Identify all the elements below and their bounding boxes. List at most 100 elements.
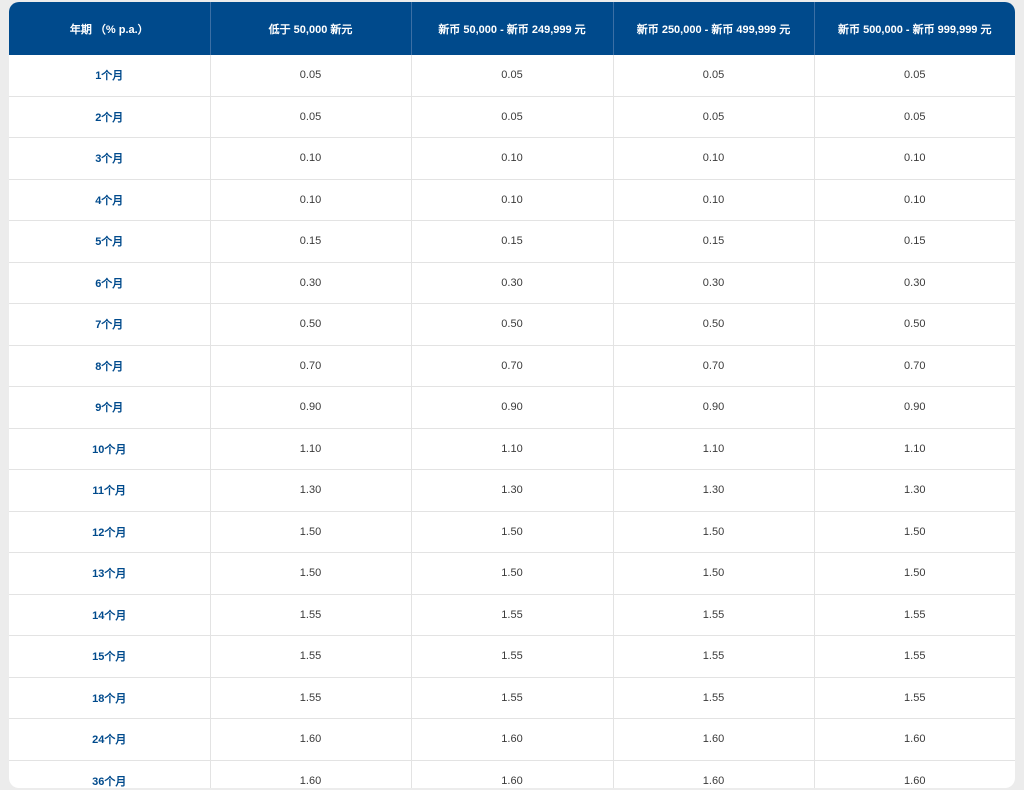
term-cell: 2个月 <box>9 95 210 138</box>
table-header: 年期 （% p.a.） 低于 50,000 新元 新币 50,000 - 新币 … <box>9 2 1015 55</box>
rate-cell: 0.15 <box>813 220 1015 262</box>
rate-cell: 1.10 <box>612 427 814 470</box>
table-row: 4个月 0.10 0.10 0.10 0.10 <box>9 178 1015 221</box>
rate-cell: 1.10 <box>209 427 411 470</box>
rate-cell: 0.15 <box>612 220 814 262</box>
table-row: 3个月 0.10 0.10 0.10 0.10 <box>9 137 1015 179</box>
term-cell: 5个月 <box>9 220 210 262</box>
rate-cell: 1.60 <box>410 759 613 788</box>
rate-cell: 1.55 <box>612 676 814 719</box>
rate-cell: 1.60 <box>612 718 814 760</box>
rate-cell: 1.55 <box>612 635 814 677</box>
rate-cell: 0.10 <box>813 178 1015 221</box>
rate-cell: 1.55 <box>209 676 411 719</box>
rate-cell: 0.90 <box>612 386 814 428</box>
rate-cell: 0.30 <box>410 261 613 304</box>
term-cell: 7个月 <box>9 303 210 345</box>
term-cell: 13个月 <box>9 552 210 594</box>
interest-rate-table: 年期 （% p.a.） 低于 50,000 新元 新币 50,000 - 新币 … <box>9 2 1015 788</box>
rate-cell: 1.50 <box>612 510 814 553</box>
term-cell: 3个月 <box>9 137 210 179</box>
header-tier-250k-499k: 新币 250,000 - 新币 499,999 元 <box>612 2 814 55</box>
rate-cell: 1.60 <box>612 759 814 788</box>
table-row: 15个月 1.55 1.55 1.55 1.55 <box>9 635 1015 677</box>
rate-cell: 0.50 <box>410 303 613 345</box>
term-cell: 36个月 <box>9 759 210 788</box>
rate-cell: 0.05 <box>813 95 1015 138</box>
rate-cell: 1.55 <box>410 676 613 719</box>
rate-cell: 0.05 <box>209 55 411 96</box>
rate-cell: 1.55 <box>410 593 613 636</box>
rate-cell: 0.30 <box>209 261 411 304</box>
rate-cell: 1.55 <box>813 635 1015 677</box>
rate-cell: 0.05 <box>612 55 814 96</box>
rate-cell: 1.60 <box>410 718 613 760</box>
term-cell: 10个月 <box>9 427 210 470</box>
rate-cell: 0.10 <box>410 178 613 221</box>
rate-cell: 1.60 <box>209 718 411 760</box>
rate-cell: 1.50 <box>612 552 814 594</box>
table-row: 11个月 1.30 1.30 1.30 1.30 <box>9 469 1015 511</box>
rate-cell: 0.10 <box>209 137 411 179</box>
rate-cell: 1.60 <box>209 759 411 788</box>
rate-cell: 1.55 <box>209 593 411 636</box>
term-cell: 8个月 <box>9 344 210 387</box>
rate-cell: 0.70 <box>410 344 613 387</box>
rate-cell: 1.10 <box>410 427 613 470</box>
rate-cell: 0.30 <box>813 261 1015 304</box>
table-row: 5个月 0.15 0.15 0.15 0.15 <box>9 220 1015 262</box>
rate-cell: 1.55 <box>209 635 411 677</box>
rate-cell: 0.50 <box>209 303 411 345</box>
header-tier-50k-249k: 新币 50,000 - 新币 249,999 元 <box>410 2 613 55</box>
rate-cell: 1.55 <box>612 593 814 636</box>
header-tier-500k-999k: 新币 500,000 - 新币 999,999 元 <box>813 2 1015 55</box>
rate-cell: 0.90 <box>410 386 613 428</box>
rate-cell: 0.05 <box>612 95 814 138</box>
rate-cell: 0.70 <box>813 344 1015 387</box>
rate-cell: 0.10 <box>612 137 814 179</box>
rate-cell: 1.50 <box>813 510 1015 553</box>
rate-cell: 1.55 <box>813 676 1015 719</box>
term-cell: 1个月 <box>9 55 210 96</box>
header-row: 年期 （% p.a.） 低于 50,000 新元 新币 50,000 - 新币 … <box>9 2 1015 55</box>
rate-cell: 1.60 <box>813 759 1015 788</box>
rate-cell: 1.55 <box>813 593 1015 636</box>
rate-cell: 0.10 <box>209 178 411 221</box>
rate-cell: 0.10 <box>410 137 613 179</box>
rate-cell: 1.30 <box>612 469 814 511</box>
rate-cell: 1.30 <box>410 469 613 511</box>
rate-cell: 1.50 <box>410 552 613 594</box>
rate-cell: 1.30 <box>813 469 1015 511</box>
term-cell: 4个月 <box>9 178 210 221</box>
table-row: 6个月 0.30 0.30 0.30 0.30 <box>9 261 1015 304</box>
rate-cell: 0.70 <box>612 344 814 387</box>
rate-cell: 1.50 <box>209 552 411 594</box>
rate-cell: 0.15 <box>209 220 411 262</box>
table-row: 14个月 1.55 1.55 1.55 1.55 <box>9 593 1015 636</box>
term-cell: 9个月 <box>9 386 210 428</box>
rate-cell: 1.50 <box>410 510 613 553</box>
rate-cell: 1.60 <box>813 718 1015 760</box>
rate-cell: 0.05 <box>410 95 613 138</box>
term-cell: 18个月 <box>9 676 210 719</box>
table-row: 24个月 1.60 1.60 1.60 1.60 <box>9 718 1015 760</box>
rate-cell: 0.70 <box>209 344 411 387</box>
term-cell: 14个月 <box>9 593 210 636</box>
table-row: 9个月 0.90 0.90 0.90 0.90 <box>9 386 1015 428</box>
header-term: 年期 （% p.a.） <box>9 2 210 55</box>
rate-cell: 0.05 <box>410 55 613 96</box>
table-row: 2个月 0.05 0.05 0.05 0.05 <box>9 95 1015 138</box>
rate-cell: 0.15 <box>410 220 613 262</box>
table-row: 13个月 1.50 1.50 1.50 1.50 <box>9 552 1015 594</box>
rate-cell: 0.90 <box>813 386 1015 428</box>
table-row: 10个月 1.10 1.10 1.10 1.10 <box>9 427 1015 470</box>
term-cell: 12个月 <box>9 510 210 553</box>
term-cell: 15个月 <box>9 635 210 677</box>
table-body: 1个月 0.05 0.05 0.05 0.05 2个月 0.05 0.05 0.05 0.05 3个… <box>9 55 1015 788</box>
table-row: 8个月 0.70 0.70 0.70 0.70 <box>9 344 1015 387</box>
rate-cell: 0.90 <box>209 386 411 428</box>
rate-cell: 0.10 <box>612 178 814 221</box>
table-row: 18个月 1.55 1.55 1.55 1.55 <box>9 676 1015 719</box>
rate-cell: 0.05 <box>813 55 1015 96</box>
rate-cell: 1.50 <box>813 552 1015 594</box>
